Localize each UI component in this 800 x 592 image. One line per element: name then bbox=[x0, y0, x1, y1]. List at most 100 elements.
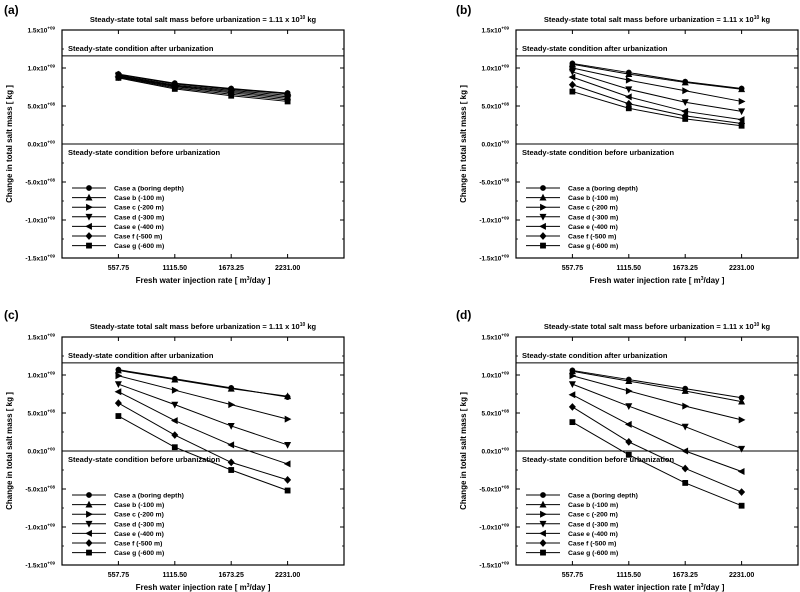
data-point bbox=[227, 458, 235, 467]
legend-label: Case b (-100 m) bbox=[114, 195, 164, 202]
y-axis-label: Change in total salt mass [ kg ] bbox=[459, 392, 468, 510]
before-urbanization-label: Steady-state condition before urbanizati… bbox=[522, 455, 675, 464]
series bbox=[115, 372, 292, 423]
legend-item: Case c (-200 m) bbox=[526, 203, 618, 212]
series-line bbox=[118, 75, 288, 98]
y-tick-label: 1.5x10+09 bbox=[27, 333, 55, 342]
panel-label: (c) bbox=[4, 308, 19, 322]
legend-marker bbox=[539, 193, 547, 201]
y-tick-label: -1.5x10+09 bbox=[25, 254, 55, 263]
x-tick-label: 1115.50 bbox=[617, 572, 642, 579]
legend-item: Case e (-400 m) bbox=[526, 529, 618, 538]
x-axis-label: Fresh water injection rate [ m3/day ] bbox=[590, 276, 725, 285]
series bbox=[114, 366, 292, 400]
data-point bbox=[114, 399, 122, 407]
legend-item: Case f (-500 m) bbox=[526, 232, 616, 241]
data-point bbox=[171, 444, 178, 451]
legend-marker bbox=[540, 492, 546, 498]
y-tick-label: -5.0x10+08 bbox=[479, 178, 509, 187]
legend-marker bbox=[86, 492, 92, 498]
after-urbanization-label: Steady-state condition after urbanizatio… bbox=[522, 44, 668, 53]
data-point bbox=[228, 401, 236, 409]
legend-label: Case d (-300 m) bbox=[114, 214, 164, 221]
x-tick-label: 1673.25 bbox=[673, 265, 698, 272]
series-line bbox=[118, 375, 288, 420]
x-tick-label: 1115.50 bbox=[163, 265, 188, 272]
legend-label: Case a (boring depth) bbox=[114, 186, 184, 193]
series bbox=[114, 381, 292, 449]
series-line bbox=[572, 383, 742, 450]
series-line bbox=[572, 63, 742, 90]
legend-label: Case g (-600 m) bbox=[568, 243, 618, 250]
data-point bbox=[625, 70, 633, 77]
series-line bbox=[118, 76, 288, 99]
legend-marker bbox=[86, 185, 92, 191]
legend-item: Case f (-500 m) bbox=[72, 539, 162, 548]
legend-marker bbox=[539, 213, 547, 221]
data-point bbox=[738, 397, 746, 405]
legend-item: Case a (boring depth) bbox=[526, 185, 638, 193]
legend-marker bbox=[85, 539, 93, 547]
legend-label: Case e (-400 m) bbox=[568, 531, 618, 538]
legend-item: Case g (-600 m) bbox=[72, 549, 164, 557]
data-point bbox=[738, 488, 746, 496]
series bbox=[569, 367, 745, 401]
legend-marker bbox=[85, 500, 93, 508]
y-tick-label: 1.0x10+09 bbox=[481, 371, 509, 380]
data-point bbox=[115, 413, 122, 419]
x-axis-label: Fresh water injection rate [ m3/day ] bbox=[590, 583, 725, 592]
data-point bbox=[625, 438, 633, 446]
y-tick-label: 0.0x10+00 bbox=[27, 140, 55, 149]
legend-label: Case e (-400 m) bbox=[114, 531, 164, 538]
series bbox=[115, 74, 291, 105]
legend-item: Case a (boring depth) bbox=[72, 492, 184, 500]
legend-label: Case f (-500 m) bbox=[568, 541, 616, 548]
series bbox=[568, 381, 746, 453]
data-point bbox=[738, 97, 746, 105]
legend-label: Case b (-100 m) bbox=[114, 502, 164, 509]
y-tick-label: -1.0x10+09 bbox=[25, 523, 55, 532]
series-line bbox=[572, 67, 742, 102]
chart-panel: (c) Steady-state total salt mass before u… bbox=[4, 308, 345, 592]
data-point bbox=[738, 85, 746, 93]
y-tick-label: -1.5x10+09 bbox=[479, 561, 509, 570]
legend-item: Case d (-300 m) bbox=[72, 520, 164, 528]
data-point bbox=[115, 74, 122, 81]
panel-label: (a) bbox=[4, 3, 19, 17]
data-point bbox=[227, 423, 235, 430]
data-point bbox=[227, 441, 235, 449]
data-point bbox=[625, 451, 632, 458]
series-line bbox=[572, 375, 742, 421]
data-point bbox=[624, 93, 632, 101]
series bbox=[569, 419, 745, 509]
y-tick-label: 0.0x10+00 bbox=[481, 140, 509, 149]
x-tick-label: 1115.50 bbox=[163, 572, 188, 579]
legend-item: Case e (-400 m) bbox=[526, 222, 618, 231]
legend-marker bbox=[539, 529, 546, 537]
x-tick-label: 2231.00 bbox=[275, 572, 300, 579]
legend-item: Case g (-600 m) bbox=[72, 242, 164, 250]
data-point bbox=[284, 392, 292, 400]
y-tick-label: -5.0x10+08 bbox=[479, 485, 509, 494]
series-line bbox=[572, 394, 742, 472]
data-point bbox=[284, 415, 292, 423]
legend-marker bbox=[85, 222, 92, 230]
x-tick-label: 2231.00 bbox=[729, 572, 754, 579]
legend-marker bbox=[85, 529, 92, 537]
data-point bbox=[625, 76, 633, 84]
data-point bbox=[171, 86, 178, 92]
legend-marker bbox=[540, 185, 546, 191]
series bbox=[114, 388, 291, 468]
x-tick-label: 1115.50 bbox=[617, 265, 642, 272]
data-point bbox=[284, 442, 292, 449]
legend-label: Case c (-200 m) bbox=[114, 512, 164, 519]
y-tick-label: -1.5x10+09 bbox=[25, 561, 55, 570]
legend-label: Case f (-500 m) bbox=[114, 234, 162, 241]
y-tick-label: 0.0x10+00 bbox=[481, 447, 509, 456]
series-line bbox=[572, 84, 742, 124]
series-line bbox=[118, 402, 288, 481]
data-point bbox=[227, 384, 235, 392]
legend-label: Case a (boring depth) bbox=[114, 493, 184, 500]
legend-marker bbox=[539, 520, 547, 528]
data-point bbox=[682, 87, 690, 95]
